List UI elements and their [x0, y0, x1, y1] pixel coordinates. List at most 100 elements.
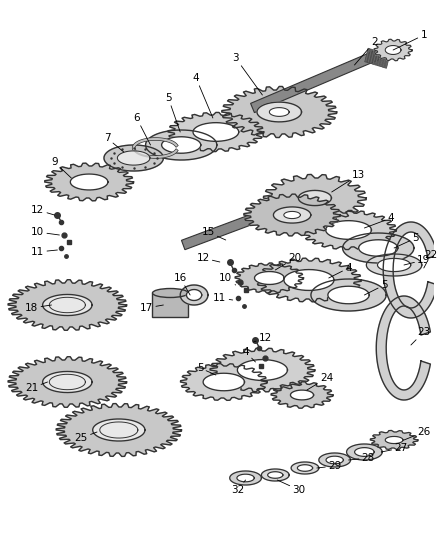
Polygon shape — [372, 51, 378, 64]
Polygon shape — [383, 222, 437, 318]
Polygon shape — [326, 221, 371, 239]
Text: 11: 11 — [213, 293, 233, 303]
Polygon shape — [261, 469, 289, 481]
Text: 4: 4 — [364, 213, 395, 228]
Polygon shape — [230, 471, 261, 485]
Text: 10: 10 — [219, 273, 236, 285]
Polygon shape — [8, 357, 127, 407]
Polygon shape — [311, 279, 386, 311]
Polygon shape — [370, 431, 418, 449]
Text: 12: 12 — [31, 205, 54, 215]
Text: 4: 4 — [329, 263, 352, 278]
Polygon shape — [187, 289, 202, 301]
Text: 29: 29 — [317, 461, 341, 471]
Polygon shape — [385, 437, 403, 443]
Text: 5: 5 — [197, 363, 216, 375]
Polygon shape — [284, 212, 300, 219]
Polygon shape — [42, 372, 92, 393]
Polygon shape — [359, 240, 398, 256]
Polygon shape — [367, 49, 372, 63]
Polygon shape — [301, 211, 396, 249]
Polygon shape — [117, 151, 150, 165]
Polygon shape — [290, 390, 314, 400]
Text: 5: 5 — [394, 233, 419, 248]
Text: 16: 16 — [173, 273, 190, 295]
Polygon shape — [343, 233, 414, 263]
Polygon shape — [376, 296, 431, 400]
Text: 23: 23 — [411, 327, 431, 345]
Polygon shape — [104, 145, 163, 171]
Polygon shape — [385, 54, 390, 68]
Text: 24: 24 — [307, 373, 333, 390]
Polygon shape — [181, 190, 318, 249]
Text: 11: 11 — [31, 247, 57, 257]
Polygon shape — [152, 293, 188, 317]
Polygon shape — [56, 403, 181, 456]
Text: 12: 12 — [196, 253, 220, 263]
Polygon shape — [8, 280, 127, 330]
Text: 9: 9 — [51, 157, 71, 178]
Polygon shape — [42, 294, 92, 316]
Polygon shape — [257, 102, 301, 122]
Polygon shape — [291, 462, 319, 474]
Polygon shape — [297, 465, 313, 471]
Text: 18: 18 — [25, 303, 52, 313]
Polygon shape — [319, 453, 350, 467]
Polygon shape — [180, 285, 208, 305]
Polygon shape — [251, 47, 386, 112]
Ellipse shape — [152, 288, 188, 297]
Text: 15: 15 — [201, 227, 226, 240]
Polygon shape — [180, 364, 267, 400]
Text: 12: 12 — [254, 333, 272, 343]
Polygon shape — [257, 258, 361, 302]
Polygon shape — [71, 174, 108, 190]
Text: 7: 7 — [104, 133, 124, 152]
Polygon shape — [145, 130, 217, 160]
Text: 19: 19 — [404, 255, 431, 265]
Polygon shape — [45, 163, 134, 201]
Text: 20: 20 — [275, 253, 302, 270]
Text: 1: 1 — [393, 30, 427, 50]
Text: 6: 6 — [133, 113, 151, 145]
Text: 10: 10 — [31, 227, 60, 237]
Text: 3: 3 — [232, 53, 262, 95]
Polygon shape — [273, 207, 311, 223]
Text: 4: 4 — [242, 347, 255, 362]
Polygon shape — [210, 348, 315, 392]
Polygon shape — [203, 373, 244, 391]
Polygon shape — [284, 270, 334, 290]
Polygon shape — [355, 448, 374, 456]
Polygon shape — [269, 108, 289, 116]
Polygon shape — [346, 444, 382, 460]
Polygon shape — [377, 52, 382, 66]
Text: 21: 21 — [25, 382, 48, 393]
Polygon shape — [235, 263, 304, 293]
Polygon shape — [374, 51, 380, 65]
Polygon shape — [222, 86, 337, 138]
Text: 5: 5 — [364, 280, 388, 295]
Text: 30: 30 — [277, 480, 306, 495]
Polygon shape — [298, 190, 332, 206]
Polygon shape — [93, 419, 145, 441]
Polygon shape — [237, 360, 287, 381]
Polygon shape — [366, 254, 422, 276]
Polygon shape — [378, 259, 411, 272]
Text: 28: 28 — [349, 453, 375, 463]
Polygon shape — [268, 472, 283, 478]
Polygon shape — [168, 112, 264, 151]
Polygon shape — [328, 286, 369, 304]
Polygon shape — [382, 53, 387, 68]
Text: 22: 22 — [424, 250, 438, 268]
Text: 27: 27 — [381, 443, 408, 453]
Text: 2: 2 — [354, 37, 378, 65]
Polygon shape — [365, 48, 370, 62]
Polygon shape — [326, 456, 343, 464]
Polygon shape — [162, 137, 201, 154]
Polygon shape — [264, 174, 366, 222]
Text: 13: 13 — [332, 170, 365, 192]
Polygon shape — [244, 194, 340, 236]
Text: 25: 25 — [74, 432, 97, 443]
Polygon shape — [271, 382, 333, 408]
Text: 26: 26 — [404, 427, 431, 440]
Text: 32: 32 — [231, 480, 246, 495]
